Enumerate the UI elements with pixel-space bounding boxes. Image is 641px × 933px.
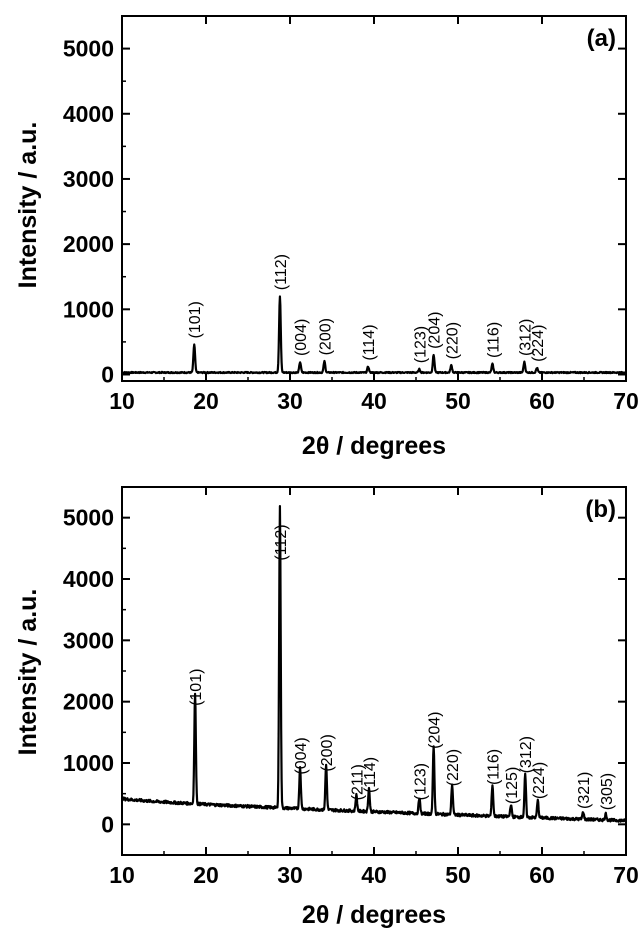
panel-label: (a) xyxy=(587,25,616,52)
peak-label: (125) xyxy=(504,767,521,804)
x-tick-label: 40 xyxy=(361,388,387,414)
peak-label: (123) xyxy=(412,763,429,800)
x-tick-label: 20 xyxy=(193,388,219,414)
panel-a: 10 20 30 40 50 60 70 0 1000 2000 3000 4000 5000 2θ / … xyxy=(14,15,639,460)
x-tick-label: 50 xyxy=(445,862,471,888)
peak-label: (321) xyxy=(576,772,593,809)
peak-label: (200) xyxy=(319,734,336,771)
y-axis-title: Intensity / a.u. xyxy=(14,589,42,756)
x-tick-label: 30 xyxy=(277,862,303,888)
y-tick-label: 5000 xyxy=(63,505,114,531)
y-tick-label: 2000 xyxy=(63,231,114,257)
peak-label: (220) xyxy=(445,749,462,786)
x-tick-label: 70 xyxy=(613,388,639,414)
x-tick-label: 70 xyxy=(613,862,639,888)
y-tick-label: 3000 xyxy=(63,627,114,653)
peak-label: (004) xyxy=(293,737,310,774)
peak-label: (211) xyxy=(349,764,366,800)
peak-label: (220) xyxy=(444,322,461,359)
peak-label: (101) xyxy=(188,669,205,706)
y-tick-label: 1000 xyxy=(63,750,114,776)
y-axis-title: Intensity / a.u. xyxy=(14,122,42,289)
y-tick-label: 0 xyxy=(101,811,114,837)
x-tick-label: 60 xyxy=(529,388,555,414)
x-axis-title: 2θ / degrees xyxy=(302,432,446,460)
peak-label: (112) xyxy=(273,254,290,290)
xrd-trace xyxy=(120,504,628,823)
panel-b: 10 20 30 40 50 60 70 0 1000 2000 3000 4000 5000 2θ / … xyxy=(14,486,639,929)
y-tick-label: 0 xyxy=(101,361,114,387)
x-tick-label: 40 xyxy=(361,862,387,888)
peak-label: (116) xyxy=(485,749,502,785)
x-tick-label: 60 xyxy=(529,862,555,888)
peak-label: (224) xyxy=(531,762,548,799)
y-tick-label: 3000 xyxy=(63,166,114,192)
peak-label: (224) xyxy=(530,325,547,362)
peak-label: (200) xyxy=(317,318,334,355)
y-tick-label: 4000 xyxy=(63,566,114,592)
peak-label: (101) xyxy=(187,301,204,338)
peak-label: (112) xyxy=(273,524,290,560)
peak-label: (312) xyxy=(517,319,534,356)
peak-label: (114) xyxy=(362,757,379,793)
x-tick-label: 10 xyxy=(109,862,135,888)
x-tick-label: 10 xyxy=(109,388,135,414)
y-tick-label: 2000 xyxy=(63,689,114,715)
x-tick-label: 20 xyxy=(193,862,219,888)
peak-label: (114) xyxy=(361,324,378,360)
peak-label: (204) xyxy=(427,712,444,749)
x-axis-title: 2θ / degrees xyxy=(302,901,446,929)
xrd-trace xyxy=(121,295,627,375)
peak-label: (305) xyxy=(599,773,616,810)
y-tick-label: 1000 xyxy=(63,296,114,322)
peak-label: (204) xyxy=(427,312,444,349)
peak-label: (004) xyxy=(293,319,310,356)
panel-label: (b) xyxy=(585,496,616,523)
y-tick-label: 5000 xyxy=(63,36,114,62)
x-tick-label: 50 xyxy=(445,388,471,414)
y-tick-label: 4000 xyxy=(63,101,114,127)
peak-label: (312) xyxy=(518,736,535,773)
peak-label: (116) xyxy=(485,322,502,358)
x-tick-label: 30 xyxy=(277,388,303,414)
peak-label: (123) xyxy=(412,326,429,363)
